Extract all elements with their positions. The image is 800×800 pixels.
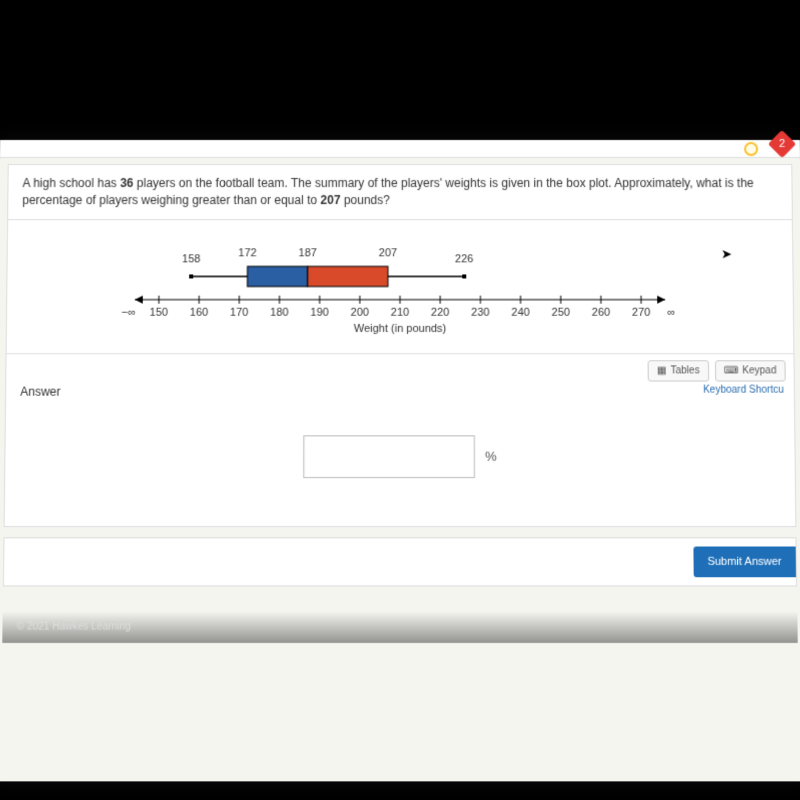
answer-input-row: %	[303, 435, 496, 478]
svg-text:207: 207	[379, 247, 397, 259]
submit-row: Submit Answer	[3, 537, 797, 586]
boxplot: 150 160 170 180 190 200 210 220 230 240 250 260 270 −…	[118, 244, 681, 335]
question-text-a: A high school has	[22, 176, 120, 190]
svg-text:Weight (in pounds): Weight (in pounds)	[354, 322, 447, 334]
question-n: 36	[120, 176, 133, 190]
svg-text:240: 240	[511, 306, 529, 318]
svg-text:200: 200	[351, 306, 369, 318]
keypad-button[interactable]: ⌨ Keypad	[715, 360, 786, 381]
top-bar: 2	[0, 140, 800, 158]
keyboard-shortcut-link[interactable]: Keyboard Shortcu	[703, 384, 784, 395]
svg-text:190: 190	[310, 306, 328, 318]
mouse-cursor-icon: ➤	[721, 246, 732, 262]
svg-text:226: 226	[455, 253, 473, 265]
svg-text:−∞: −∞	[121, 306, 135, 318]
copyright-footer: © 2021 Hawkes Learning	[2, 611, 797, 643]
svg-text:220: 220	[431, 306, 449, 318]
svg-text:172: 172	[238, 247, 256, 259]
badge-count: 2	[779, 138, 785, 150]
chart-panel: ➤ 150 160 170 180 190 200 210 220 230 240 250 260 27…	[6, 220, 795, 354]
svg-text:270: 270	[632, 306, 651, 318]
svg-text:160: 160	[190, 306, 208, 318]
notification-badge[interactable]: 2	[768, 130, 796, 158]
answer-label: Answer	[20, 384, 60, 398]
keypad-label: Keypad	[742, 365, 776, 376]
svg-text:158: 158	[182, 253, 200, 265]
keypad-icon: ⌨	[724, 365, 739, 376]
question-threshold: 207	[320, 193, 340, 207]
tables-label: Tables	[670, 365, 699, 376]
answer-unit: %	[485, 449, 497, 464]
svg-text:250: 250	[552, 306, 570, 318]
question-panel: A high school has 36 players on the foot…	[7, 164, 793, 220]
svg-text:230: 230	[471, 306, 489, 318]
answer-toolbar: ▦ Tables ⌨ Keypad	[6, 354, 794, 383]
svg-text:∞: ∞	[667, 306, 675, 318]
svg-text:210: 210	[391, 306, 409, 318]
submit-button[interactable]: Submit Answer	[693, 546, 796, 577]
boxplot-svg: 150 160 170 180 190 200 210 220 230 240 250 260 270 −…	[118, 244, 681, 340]
question-text-c: pounds?	[340, 193, 389, 207]
app-screen: 2 A high school has 36 players on the fo…	[0, 140, 800, 781]
svg-text:260: 260	[592, 306, 610, 318]
tables-button[interactable]: ▦ Tables	[648, 360, 709, 381]
svg-text:150: 150	[150, 306, 169, 318]
svg-text:170: 170	[230, 306, 248, 318]
answer-input[interactable]	[303, 435, 475, 478]
answer-panel: ▦ Tables ⌨ Keypad Answer Keyboard Shortc…	[4, 354, 797, 527]
tables-icon: ▦	[657, 365, 667, 376]
svg-text:187: 187	[298, 247, 316, 259]
svg-text:180: 180	[270, 306, 288, 318]
status-unknown-icon	[744, 142, 758, 156]
